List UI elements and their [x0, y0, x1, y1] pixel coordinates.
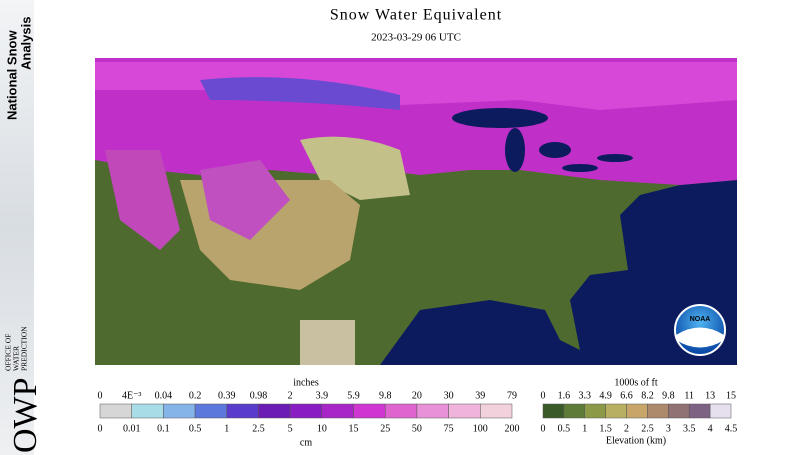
legend-label-bottom: 50: [412, 423, 422, 434]
legend-label-bottom: 0.5: [189, 423, 202, 434]
sidebar: [0, 0, 34, 455]
legend-label-bottom: 4.5: [725, 423, 738, 434]
legend-title: Elevation (km): [606, 435, 666, 446]
legend-label-top: 5.9: [347, 390, 360, 401]
legend-swatch: [668, 403, 690, 419]
legend-label-bottom: 0.1: [157, 423, 170, 434]
map: NOAA: [95, 58, 737, 365]
legend-swatch: [688, 403, 711, 419]
legend-label-bottom: 1: [582, 423, 587, 434]
legend-label-top: 1.6: [558, 390, 571, 401]
legend-unit: cm: [300, 437, 312, 448]
legend-swatch: [353, 403, 386, 419]
legend-label-bottom: 2: [624, 423, 629, 434]
legend-label-top: 79: [507, 390, 517, 401]
legend-label-bottom: 15: [349, 423, 359, 434]
legend-swatch: [647, 403, 669, 419]
legend-label-top: 3.3: [579, 390, 592, 401]
legend-label-top: 0: [98, 390, 103, 401]
logo-org: PREDICTION: [20, 326, 29, 371]
legend-label-bottom: 0.01: [123, 423, 141, 434]
legend-label-top: 20: [412, 390, 422, 401]
legend-label-top: 6.6: [620, 390, 633, 401]
legend-label-bottom: 100: [473, 423, 488, 434]
legend-swatch: [584, 403, 606, 419]
legend-label-bottom: 4: [708, 423, 713, 434]
legend-label-bottom: 0: [541, 423, 546, 434]
legend-label-top: 11: [684, 390, 694, 401]
legend-label-top: 3.9: [316, 390, 329, 401]
legend-swatch: [480, 403, 513, 419]
legend-label-bottom: 0: [98, 423, 103, 434]
legend-label-bottom: 25: [380, 423, 390, 434]
title: Snow Water Equivalent: [330, 7, 502, 24]
legend-label-bottom: 5: [288, 423, 293, 434]
legend-label-top: 0.04: [155, 390, 173, 401]
legend-label-top: 9.8: [379, 390, 392, 401]
legend-label-bottom: 200: [505, 423, 520, 434]
legend-label-top: 0.98: [250, 390, 268, 401]
legend-swatch: [289, 403, 323, 419]
legend-label-bottom: 3.5: [683, 423, 696, 434]
legend-unit: inches: [293, 377, 319, 388]
legend-label-top: 39: [475, 390, 485, 401]
legend-label-bottom: 0.5: [558, 423, 571, 434]
legend-label-bottom: 2.5: [641, 423, 654, 434]
legend-swatch: [448, 403, 481, 419]
legend-label-top: 9.8: [662, 390, 675, 401]
legend-swatch: [131, 403, 164, 419]
subtitle: 2023-03-29 06 UTC: [371, 32, 461, 44]
legend-swatch: [99, 403, 132, 419]
logo-org: OFFICE OF: [4, 334, 13, 371]
legend-swatch: [163, 403, 196, 419]
legend-label-top: 4E⁻³: [122, 390, 141, 401]
legend-label-bottom: 2.5: [252, 423, 265, 434]
sidebar-title-line: Analysis: [18, 17, 33, 70]
legend-swatch: [626, 403, 648, 419]
legend-swatch: [384, 403, 418, 419]
legend-unit: 1000s of ft: [614, 377, 658, 388]
legend-label-top: 13: [705, 390, 715, 401]
legend-swatch: [321, 403, 354, 419]
legend-swatch: [563, 403, 586, 419]
legend-label-bottom: 3: [666, 423, 671, 434]
legend-swatch: [542, 403, 565, 419]
owp-logo: OWP OFFICE OF WATER PREDICTION: [4, 326, 44, 453]
sidebar-title: National Snow Analysis: [4, 17, 33, 120]
legend-label-bottom: 75: [444, 423, 454, 434]
legend-label-top: 8.2: [641, 390, 654, 401]
legend-swatch: [226, 403, 259, 419]
legend-swatch: [416, 403, 449, 419]
legend-label-bottom: 1: [224, 423, 229, 434]
legend-label-top: 30: [444, 390, 454, 401]
legend-swatch: [194, 403, 228, 419]
noaa-label: NOAA: [690, 316, 711, 323]
legend-label-top: 15: [726, 390, 736, 401]
legend-swatch: [258, 403, 291, 419]
legend-swatch: [605, 403, 627, 419]
sidebar-title-line: National Snow: [4, 30, 19, 120]
logo-mark: OWP: [7, 377, 44, 453]
legend-label-top: 0.2: [189, 390, 202, 401]
legend-label-bottom: 1.5: [599, 423, 612, 434]
legend-label-top: 2: [288, 390, 293, 401]
legend-swatch: [709, 403, 732, 419]
legend-label-top: 0: [541, 390, 546, 401]
legend-label-top: 0.39: [218, 390, 236, 401]
logo-org: WATER: [12, 346, 21, 371]
legend-label-bottom: 10: [317, 423, 327, 434]
legend-label-top: 4.9: [599, 390, 612, 401]
